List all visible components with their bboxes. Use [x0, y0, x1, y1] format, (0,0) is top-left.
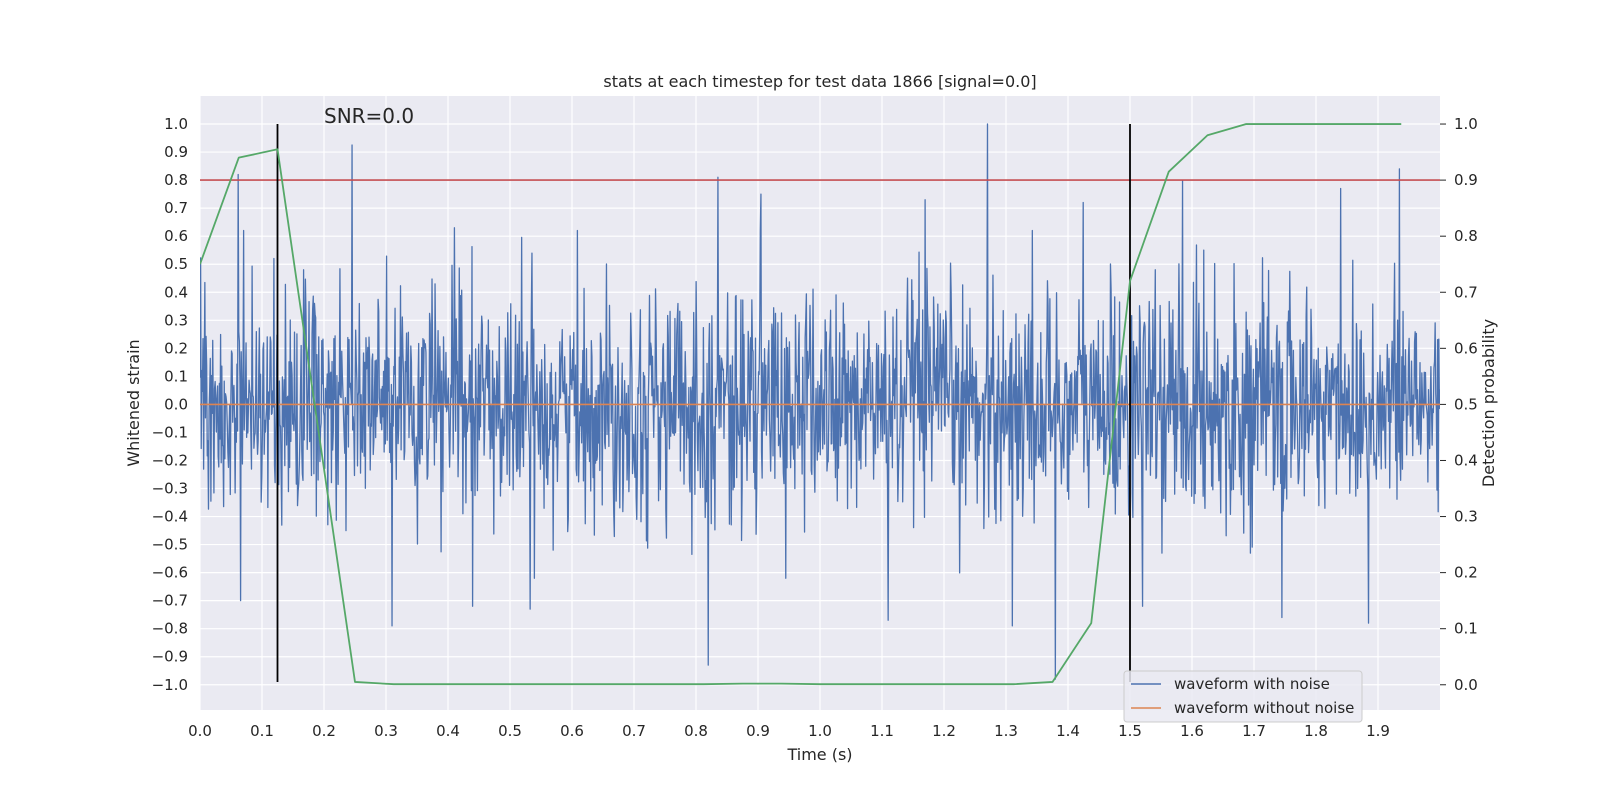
x-tick-label: 1.5 — [1118, 722, 1142, 740]
right-axis: 1.0 0.9 0.8 0.7 0.6 0.5 0.4 0.3 0.2 0.1 0.0 — [1440, 115, 1478, 694]
x-tick-label: 1.2 — [932, 722, 956, 740]
x-tick-label: 1.3 — [994, 722, 1018, 740]
y-left-tick-label: 0.8 — [164, 171, 188, 189]
x-axis: 0.0 0.1 0.2 0.3 0.4 0.5 0.6 0.7 0.8 0.9 1.0 1.1 1.2 1… — [188, 722, 1390, 740]
y-left-tick-label: 0.7 — [164, 199, 188, 217]
y-right-tick-label: 1.0 — [1454, 115, 1478, 133]
x-tick-label: 1.1 — [870, 722, 894, 740]
x-tick-label: 0.2 — [312, 722, 336, 740]
y-left-tick-label: 0.1 — [164, 367, 188, 385]
y-right-tick-label: 0.8 — [1454, 227, 1478, 245]
y-right-tick-label: 0.7 — [1454, 283, 1478, 301]
y-left-tick-label: −0.6 — [152, 564, 188, 582]
y-left-tick-label: −0.1 — [152, 423, 188, 441]
x-axis-label: Time (s) — [786, 745, 852, 764]
y-left-tick-label: −0.3 — [152, 480, 188, 498]
x-tick-label: 0.6 — [560, 722, 584, 740]
series-detection-probability — [200, 123, 1402, 686]
y-axis-label-left: Whitened strain — [124, 339, 143, 466]
y-right-tick-label: 0.6 — [1454, 339, 1478, 357]
legend-box — [1123, 670, 1363, 723]
y-right-tick-label: 0.3 — [1454, 508, 1478, 526]
left-axis: 1.0 0.9 0.8 0.7 0.6 0.5 0.4 0.3 0.2 0.1 0.0 −0.1 −0.… — [152, 115, 188, 694]
y-left-tick-label: −0.4 — [152, 508, 188, 526]
x-tick-label: 1.7 — [1242, 722, 1266, 740]
x-tick-label: 1.0 — [808, 722, 832, 740]
y-left-tick-label: −0.7 — [152, 592, 188, 610]
y-left-tick-label: −0.8 — [152, 620, 188, 638]
x-tick-label: 0.5 — [498, 722, 522, 740]
y-right-tick-label: 0.2 — [1454, 564, 1478, 582]
x-tick-label: 0.4 — [436, 722, 460, 740]
y-left-tick-label: 0.3 — [164, 311, 188, 329]
y-axis-label-right: Detection probability — [1479, 319, 1498, 487]
y-left-tick-label: −0.5 — [152, 536, 188, 554]
x-tick-label: 0.1 — [250, 722, 274, 740]
y-left-tick-label: −1.0 — [152, 676, 188, 694]
y-right-tick-label: 0.4 — [1454, 451, 1478, 469]
x-tick-label: 0.8 — [684, 722, 708, 740]
y-right-tick-label: 0.0 — [1454, 676, 1478, 694]
y-left-tick-label: 0.0 — [164, 395, 188, 413]
y-right-tick-label: 0.5 — [1454, 395, 1478, 413]
x-tick-label: 0.7 — [622, 722, 646, 740]
y-left-tick-label: 0.9 — [164, 143, 188, 161]
x-tick-label: 0.9 — [746, 722, 770, 740]
legend-label-noisy: waveform with noise — [1174, 675, 1330, 693]
x-tick-label: 1.9 — [1366, 722, 1390, 740]
series-waveform-with-noise — [200, 123, 1440, 680]
y-left-tick-label: 1.0 — [164, 115, 188, 133]
y-left-tick-label: 0.4 — [164, 283, 188, 301]
y-left-tick-label: 0.5 — [164, 255, 188, 273]
plot-layer — [200, 123, 1440, 686]
y-left-tick-label: −0.9 — [152, 648, 188, 666]
x-tick-label: 0.3 — [374, 722, 398, 740]
y-left-tick-label: 0.2 — [164, 339, 188, 357]
x-tick-label: 1.8 — [1304, 722, 1328, 740]
y-right-tick-label: 0.9 — [1454, 171, 1478, 189]
x-tick-label: 0.0 — [188, 722, 212, 740]
legend-label-clean: waveform without noise — [1174, 699, 1354, 717]
chart-title: stats at each timestep for test data 186… — [603, 72, 1036, 91]
y-left-tick-label: 0.6 — [164, 227, 188, 245]
x-tick-label: 1.6 — [1180, 722, 1204, 740]
legend: waveform with noise waveform without noi… — [1123, 670, 1363, 723]
y-right-tick-label: 0.1 — [1454, 620, 1478, 638]
y-left-tick-label: −0.2 — [152, 451, 188, 469]
x-tick-label: 1.4 — [1056, 722, 1080, 740]
snr-annotation: SNR=0.0 — [324, 104, 414, 128]
